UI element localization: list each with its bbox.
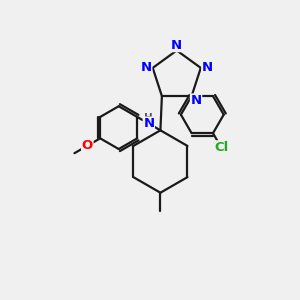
Text: N: N: [141, 61, 152, 74]
Text: O: O: [82, 139, 93, 152]
Text: N: N: [171, 39, 182, 52]
Text: H: H: [145, 113, 153, 123]
Text: N: N: [190, 94, 202, 107]
Text: N: N: [202, 61, 213, 74]
Text: N: N: [143, 117, 155, 130]
Text: Cl: Cl: [214, 141, 228, 154]
